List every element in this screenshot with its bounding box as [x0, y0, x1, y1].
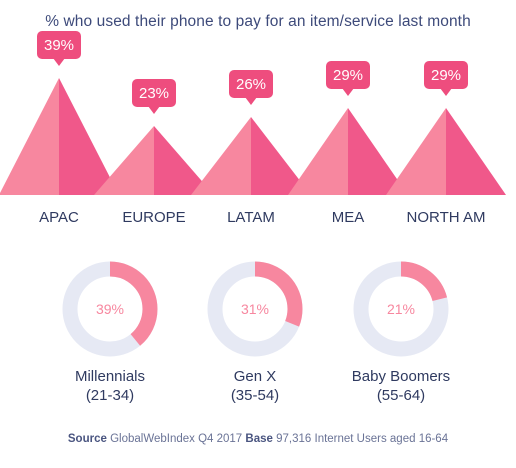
value-badge-3 [229, 70, 273, 98]
mountain-right-4 [348, 108, 408, 195]
value-badge-1 [37, 31, 81, 59]
ring-category-label-1: Millennials [75, 368, 145, 385]
base-label: Base [245, 433, 273, 445]
mountain-right-5 [446, 108, 506, 195]
source-text: GlobalWebIndex Q4 2017 [110, 433, 243, 445]
source-footer: Source GlobalWebIndex Q4 2017 Base 97,31… [0, 433, 516, 445]
mountain-left-4 [288, 108, 348, 195]
value-label-5: 29% [431, 67, 461, 84]
value-badge-4 [326, 61, 370, 89]
value-label-1: 39% [44, 37, 74, 54]
ring-age-range-3: (55-64) [377, 387, 425, 404]
source-label: Source [67, 433, 107, 445]
ring-value-arc-2 [207, 261, 303, 357]
category-label-2: EUROPE [122, 209, 185, 226]
category-label-5: NORTH AM [407, 209, 486, 226]
category-label-1: APAC [39, 209, 79, 226]
ring-value-arc-1 [62, 261, 158, 357]
mountain-right-2 [154, 126, 214, 195]
category-label-3: LATAM [227, 209, 275, 226]
value-badge-pointer-5 [440, 88, 452, 96]
value-label-3: 26% [236, 76, 266, 93]
ring-age-range-1: (21-34) [86, 387, 134, 404]
category-label-4: MEA [332, 209, 365, 226]
ring-category-label-3: Baby Boomers [352, 368, 450, 385]
mountain-left-3 [191, 117, 251, 195]
mountain-right-1 [59, 78, 119, 195]
value-badge-pointer-4 [342, 88, 354, 96]
value-badge-5 [424, 61, 468, 89]
mountain-left-5 [386, 108, 446, 195]
ring-age-range-2: (35-54) [231, 387, 279, 404]
chart-title: % who used their phone to pay for an ite… [45, 13, 471, 30]
generation-rings: 39% Millennials (21-34) 31% Gen X (35-54) 21% B… [62, 261, 450, 404]
mountain-right-3 [251, 117, 311, 195]
ring-value-label-3: 21% [387, 301, 415, 317]
base-text: 97,316 Internet Users aged 16-64 [276, 433, 449, 445]
chart-canvas: 39% APAC 23% EUROPE 26% LATAM 29% MEA 29% NORTH A… [0, 31, 506, 404]
region-mountains: 39% APAC 23% EUROPE 26% LATAM 29% MEA 29% NORTH A… [0, 31, 506, 226]
ring-category-label-2: Gen X [234, 368, 277, 385]
value-badge-pointer-1 [53, 58, 65, 66]
ring-value-label-1: 39% [96, 301, 124, 317]
ring-value-arc-3 [353, 261, 449, 357]
ring-value-label-2: 31% [241, 301, 269, 317]
value-badge-pointer-3 [245, 97, 257, 105]
mountain-left-2 [94, 126, 154, 195]
value-badge-2 [132, 79, 176, 107]
value-badge-pointer-2 [148, 106, 160, 114]
mountain-left-1 [0, 78, 59, 195]
value-label-2: 23% [139, 85, 169, 102]
value-label-4: 29% [333, 67, 363, 84]
